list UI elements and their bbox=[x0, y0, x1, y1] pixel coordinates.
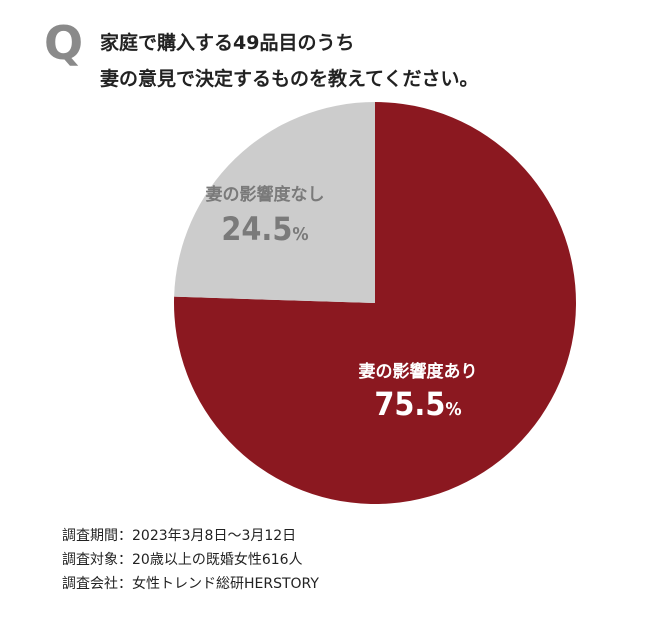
survey-company: 調査会社：女性トレンド総研HERSTORY bbox=[62, 576, 319, 592]
survey-target: 調査対象：20歳以上の既婚女性616人 bbox=[62, 552, 303, 568]
survey-period: 調査期間：2023年3月8日〜3月12日 bbox=[62, 528, 297, 544]
slice-value-0: 75.5% bbox=[374, 385, 461, 423]
slice-value-1: 24.5% bbox=[221, 210, 308, 248]
survey-notes: 調査期間：2023年3月8日〜3月12日 調査対象：20歳以上の既婚女性616人… bbox=[62, 524, 319, 596]
question-line-2: 妻の意見で決定するものを教えてください。 bbox=[100, 68, 479, 90]
slice-label-1: 妻の影響度なし bbox=[206, 184, 325, 205]
question-line-1: 家庭で購入する49品目のうち bbox=[100, 32, 355, 54]
slice-label-0: 妻の影響度あり bbox=[359, 361, 478, 382]
pie-slice-1 bbox=[174, 102, 375, 303]
question-mark-icon: Q bbox=[44, 16, 84, 70]
